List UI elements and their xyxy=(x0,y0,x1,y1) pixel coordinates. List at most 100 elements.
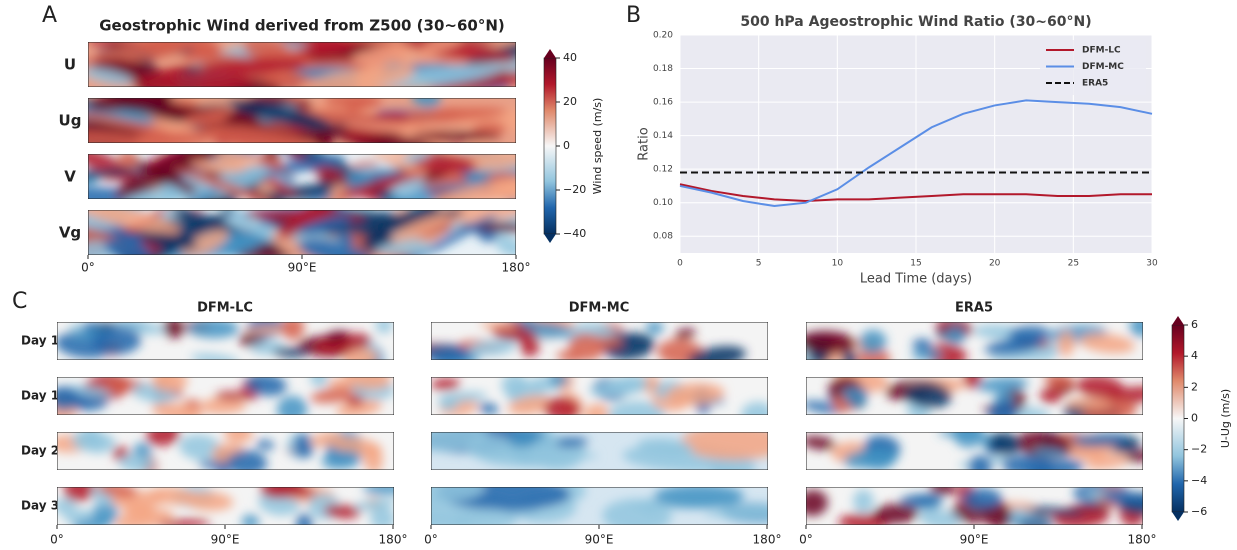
field-blob xyxy=(426,69,516,87)
field-blob xyxy=(1073,433,1129,448)
panel-title: Geostrophic Wind derived from Z500 (30~6… xyxy=(99,17,505,35)
legend-label: DFM-MC xyxy=(1082,62,1124,72)
field-blob xyxy=(210,125,323,143)
field-blob xyxy=(226,450,268,470)
field-blob xyxy=(431,432,489,452)
field-blob xyxy=(653,487,745,509)
row-label: Day 1 xyxy=(21,334,59,348)
field-blob xyxy=(122,500,156,520)
colorbar-tick-label: 40 xyxy=(563,51,577,64)
field-blob xyxy=(145,432,181,447)
heatmap xyxy=(57,432,394,470)
heatmap-field xyxy=(806,322,1143,360)
heatmap-field xyxy=(88,42,516,87)
field-blob xyxy=(157,519,211,525)
field-blob xyxy=(308,43,393,61)
field-blob xyxy=(952,432,985,448)
field-blob xyxy=(88,166,148,181)
field-blob xyxy=(145,232,198,250)
heatmap xyxy=(806,487,1143,525)
colorbar xyxy=(543,57,557,235)
x-tick-label: 90°E xyxy=(585,533,614,547)
heatmap xyxy=(88,42,516,87)
field-blob xyxy=(107,127,228,143)
colorbar-tick-label: 0 xyxy=(563,139,570,152)
field-blob xyxy=(310,377,328,387)
panel-label: B xyxy=(626,3,641,28)
field-blob xyxy=(315,128,333,143)
heatmap-field xyxy=(431,487,768,525)
heatmap xyxy=(57,487,394,525)
field-blob xyxy=(241,514,260,525)
field-blob xyxy=(323,504,361,519)
field-blob xyxy=(911,349,942,360)
colorbar-tick-label: −20 xyxy=(563,183,586,196)
field-blob xyxy=(522,322,574,336)
field-blob xyxy=(1025,506,1085,517)
x-tick-label: 5 xyxy=(756,259,762,269)
heatmap xyxy=(431,487,768,525)
x-tick-label: 15 xyxy=(910,259,921,269)
field-blob xyxy=(136,72,257,87)
heatmap xyxy=(806,432,1143,470)
field-blob xyxy=(438,397,458,411)
colorbar-label: Wind speed (m/s) xyxy=(591,98,604,195)
field-blob xyxy=(298,239,373,255)
x-tick-label: 10 xyxy=(832,259,844,269)
field-blob xyxy=(200,57,307,75)
field-blob xyxy=(1102,490,1143,507)
field-blob xyxy=(927,343,967,360)
x-tick-label: 0° xyxy=(799,533,813,547)
field-blob xyxy=(645,322,664,335)
x-tick-label: 90°E xyxy=(288,261,317,275)
field-blob xyxy=(963,377,982,389)
x-tick-label: 0° xyxy=(424,533,438,547)
field-blob xyxy=(1076,377,1125,400)
field-blob xyxy=(840,350,858,360)
field-blob xyxy=(184,491,234,511)
field-blob xyxy=(57,498,77,514)
colorbar-tick-label: −6 xyxy=(1191,505,1207,518)
colorbar xyxy=(1171,324,1185,513)
heatmap-field xyxy=(806,432,1143,470)
field-blob xyxy=(568,333,605,360)
column-title: ERA5 xyxy=(955,301,993,316)
colorbar-tick-label: 4 xyxy=(1191,349,1198,362)
field-blob xyxy=(421,42,465,52)
field-blob xyxy=(88,109,185,138)
field-blob xyxy=(57,386,80,411)
row-label: Day 20 xyxy=(21,444,67,458)
field-blob xyxy=(806,330,856,355)
field-blob xyxy=(1033,448,1067,458)
field-blob xyxy=(905,381,952,409)
field-blob xyxy=(244,325,294,335)
x-tick-label: 180° xyxy=(1128,533,1157,547)
colorbar-tick-label: 0 xyxy=(1191,412,1198,425)
field-blob xyxy=(852,489,874,513)
series-line xyxy=(679,99,1153,208)
field-blob xyxy=(451,508,518,525)
field-blob xyxy=(806,435,836,450)
field-blob xyxy=(92,327,142,355)
field-blob xyxy=(1057,331,1075,357)
field-blob xyxy=(929,487,957,495)
field-blob xyxy=(583,403,609,415)
heatmap xyxy=(431,377,768,415)
colorbar-tick-label: 2 xyxy=(1191,380,1198,393)
field-blob xyxy=(997,512,1054,525)
heatmap-field xyxy=(431,377,768,415)
column-title: DFM-LC xyxy=(197,301,253,316)
x-tick-label: 0 xyxy=(677,259,683,269)
field-blob xyxy=(294,442,314,458)
field-blob xyxy=(431,487,485,502)
field-blob xyxy=(62,509,94,523)
field-blob xyxy=(410,131,502,141)
heatmap xyxy=(88,210,516,255)
field-blob xyxy=(912,338,933,351)
y-tick-label: 0.20 xyxy=(653,31,673,41)
field-blob xyxy=(495,235,516,255)
heatmap xyxy=(431,322,768,360)
field-blob xyxy=(390,214,450,242)
colorbar-tick-label: 6 xyxy=(1191,318,1198,331)
heatmap xyxy=(806,377,1143,415)
